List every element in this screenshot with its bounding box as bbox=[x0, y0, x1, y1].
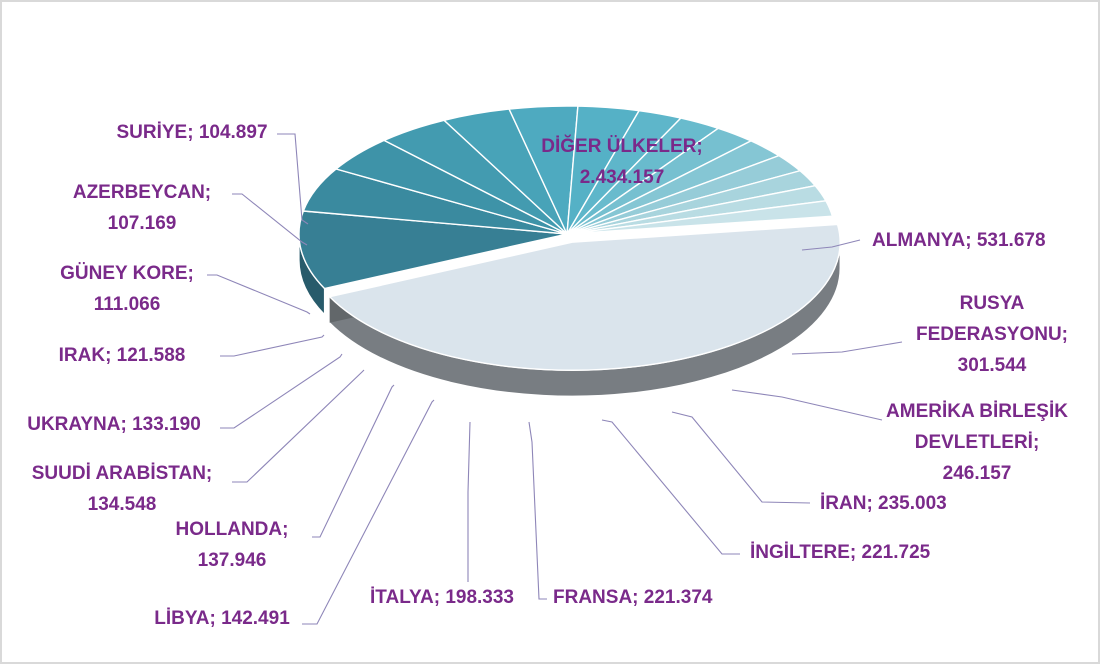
slice-labels: DİĞER ÜLKELER; 2.434.157 ALMANYA; 531.678 R… bbox=[27, 122, 1068, 629]
data-label: HOLLANDA; 137.946 bbox=[176, 519, 289, 571]
data-label-line: ALMANYA; 531.678 bbox=[872, 230, 1046, 251]
data-label-line: RUSYA bbox=[960, 293, 1025, 314]
data-label-line: 107.169 bbox=[108, 213, 177, 234]
data-label: İNGİLTERE; 221.725 bbox=[750, 542, 931, 563]
data-label: İRAN; 235.003 bbox=[820, 493, 947, 514]
data-label: ALMANYA; 531.678 bbox=[872, 230, 1046, 251]
leader-line bbox=[791, 341, 903, 355]
data-label: IRAK; 121.588 bbox=[59, 345, 186, 366]
data-label: GÜNEY KORE; 111.066 bbox=[60, 263, 194, 315]
data-label-line: IRAK; 121.588 bbox=[59, 345, 186, 366]
leader-line bbox=[277, 133, 309, 225]
leader-line bbox=[312, 384, 395, 538]
data-label: DİĞER ÜLKELER; 2.434.157 bbox=[541, 135, 703, 188]
data-label-line: SUUDİ ARABİSTAN; bbox=[32, 463, 213, 484]
data-label: SUUDİ ARABİSTAN; 134.548 bbox=[32, 463, 213, 515]
data-label: RUSYA FEDERASYONU; 301.544 bbox=[916, 293, 1068, 376]
leader-line bbox=[467, 421, 471, 582]
pie-tops bbox=[298, 105, 841, 371]
leader-line bbox=[601, 419, 740, 555]
data-label-line: DİĞER ÜLKELER; bbox=[541, 135, 703, 157]
data-label-line: 134.548 bbox=[88, 494, 157, 515]
data-label: UKRAYNA; 133.190 bbox=[27, 414, 201, 435]
data-label-line: DEVLETLERİ; bbox=[915, 432, 1040, 453]
data-label-line: 137.946 bbox=[198, 550, 267, 571]
data-label: AZERBEYCAN; 107.169 bbox=[73, 182, 211, 234]
data-label: FRANSA; 221.374 bbox=[553, 587, 713, 608]
leader-line bbox=[671, 411, 811, 504]
data-label-line: UKRAYNA; 133.190 bbox=[27, 414, 201, 435]
data-label-line: İRAN; 235.003 bbox=[820, 493, 947, 514]
data-label-line: 301.544 bbox=[958, 355, 1027, 376]
data-label-line: 246.157 bbox=[943, 463, 1012, 484]
data-label-line: FEDERASYONU; bbox=[916, 324, 1068, 345]
data-label-line: İTALYA; 198.333 bbox=[370, 587, 514, 608]
data-label-line: AMERİKA BİRLEŞİK bbox=[886, 401, 1068, 422]
data-label: AMERİKA BİRLEŞİK DEVLETLERİ; 246.157 bbox=[886, 401, 1068, 484]
data-label: İTALYA; 198.333 bbox=[370, 587, 514, 608]
leader-line bbox=[220, 353, 343, 429]
leader-line bbox=[232, 369, 365, 483]
leader-line bbox=[801, 239, 861, 251]
slice-suri̇ye bbox=[566, 200, 834, 235]
leader-line bbox=[207, 274, 311, 315]
data-label-line: LİBYA; 142.491 bbox=[154, 608, 290, 629]
leader-line bbox=[731, 389, 883, 421]
data-label-line: HOLLANDA; bbox=[176, 519, 289, 540]
slice-di̇ğer-ülkeler bbox=[328, 223, 841, 371]
data-label-line: 111.066 bbox=[94, 294, 161, 315]
leader-line bbox=[302, 399, 435, 625]
leader-line bbox=[232, 193, 308, 246]
data-label-line: 2.434.157 bbox=[580, 167, 665, 188]
data-label: SURİYE; 104.897 bbox=[116, 122, 267, 143]
data-label-line: GÜNEY KORE; bbox=[60, 263, 194, 284]
data-label-line: SURİYE; 104.897 bbox=[116, 122, 267, 143]
pie-chart: DİĞER ÜLKELER; 2.434.157 ALMANYA; 531.678 R… bbox=[27, 105, 1068, 629]
leader-line bbox=[528, 421, 547, 600]
data-label-line: İNGİLTERE; 221.725 bbox=[750, 542, 931, 563]
data-label-line: FRANSA; 221.374 bbox=[553, 587, 713, 608]
leader-line bbox=[220, 334, 325, 357]
data-label: LİBYA; 142.491 bbox=[154, 608, 290, 629]
data-label-line: AZERBEYCAN; bbox=[73, 182, 211, 203]
